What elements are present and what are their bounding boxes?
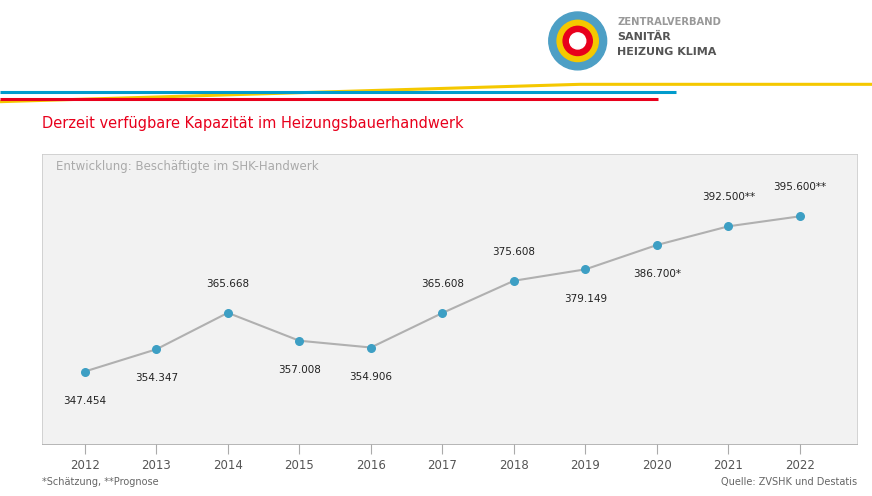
Point bbox=[364, 344, 378, 352]
Text: SANITÄR: SANITÄR bbox=[617, 32, 671, 42]
Text: 354.906: 354.906 bbox=[350, 372, 392, 382]
Circle shape bbox=[548, 12, 607, 70]
Text: 379.149: 379.149 bbox=[564, 294, 607, 304]
Point bbox=[507, 277, 521, 285]
Text: 395.600**: 395.600** bbox=[773, 182, 827, 192]
Text: 375.608: 375.608 bbox=[493, 247, 535, 256]
Text: 392.500**: 392.500** bbox=[702, 192, 755, 202]
Text: 365.668: 365.668 bbox=[207, 279, 249, 289]
Circle shape bbox=[557, 20, 598, 62]
Circle shape bbox=[563, 26, 592, 56]
Text: Derzeit verfügbare Kapazität im Heizungsbauerhandwerk: Derzeit verfügbare Kapazität im Heizungs… bbox=[42, 117, 464, 131]
Point bbox=[578, 265, 592, 273]
Point bbox=[149, 345, 163, 353]
Text: 386.700*: 386.700* bbox=[633, 269, 681, 279]
Point bbox=[650, 241, 664, 249]
Text: 365.608: 365.608 bbox=[421, 279, 464, 289]
Circle shape bbox=[569, 33, 586, 49]
Text: 347.454: 347.454 bbox=[63, 396, 106, 406]
Point bbox=[78, 368, 92, 375]
Point bbox=[292, 337, 306, 345]
Text: *Schätzung, **Prognose: *Schätzung, **Prognose bbox=[42, 477, 159, 487]
Text: 354.347: 354.347 bbox=[135, 373, 178, 383]
Point bbox=[435, 309, 449, 317]
Text: Quelle: ZVSHK und Destatis: Quelle: ZVSHK und Destatis bbox=[721, 477, 857, 487]
Text: 357.008: 357.008 bbox=[278, 365, 321, 375]
Point bbox=[721, 222, 735, 230]
Point bbox=[221, 309, 235, 317]
Text: Entwicklung: Beschäftigte im SHK-Handwerk: Entwicklung: Beschäftigte im SHK-Handwer… bbox=[56, 160, 319, 173]
Text: HEIZUNG KLIMA: HEIZUNG KLIMA bbox=[617, 47, 717, 57]
Text: ZENTRALVERBAND: ZENTRALVERBAND bbox=[617, 17, 721, 27]
Point bbox=[793, 212, 807, 220]
